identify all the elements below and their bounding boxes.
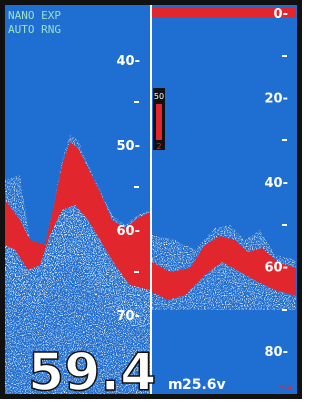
mode-line: NANO EXP bbox=[8, 9, 61, 22]
corner-mark: m-4 bbox=[278, 384, 292, 392]
gain-top: 50 bbox=[154, 92, 164, 101]
depth-label: 80- bbox=[265, 345, 289, 360]
depth-readout: 59.4 bbox=[28, 343, 156, 399]
mode-line: AUTO RNG bbox=[8, 23, 61, 36]
gain-bottom: 2 bbox=[156, 142, 161, 151]
depth-label: 40- bbox=[117, 54, 141, 69]
depth-label: 40- bbox=[265, 176, 289, 191]
sonar-screen: 50 2 NANO EXP AUTO RNG 40- 50- 60- 70- 0- 20… bbox=[0, 0, 302, 399]
depth-unit: m bbox=[168, 377, 183, 393]
depth-label: 70- bbox=[117, 309, 141, 324]
depth-label: 50- bbox=[117, 139, 141, 154]
depth-label: 20- bbox=[265, 92, 289, 107]
voltage: 25.6v bbox=[182, 377, 226, 393]
gain-bar bbox=[156, 104, 162, 140]
depth-label: 60- bbox=[117, 224, 141, 239]
depth-label: 0- bbox=[274, 7, 288, 22]
depth-label: 60- bbox=[265, 261, 289, 276]
